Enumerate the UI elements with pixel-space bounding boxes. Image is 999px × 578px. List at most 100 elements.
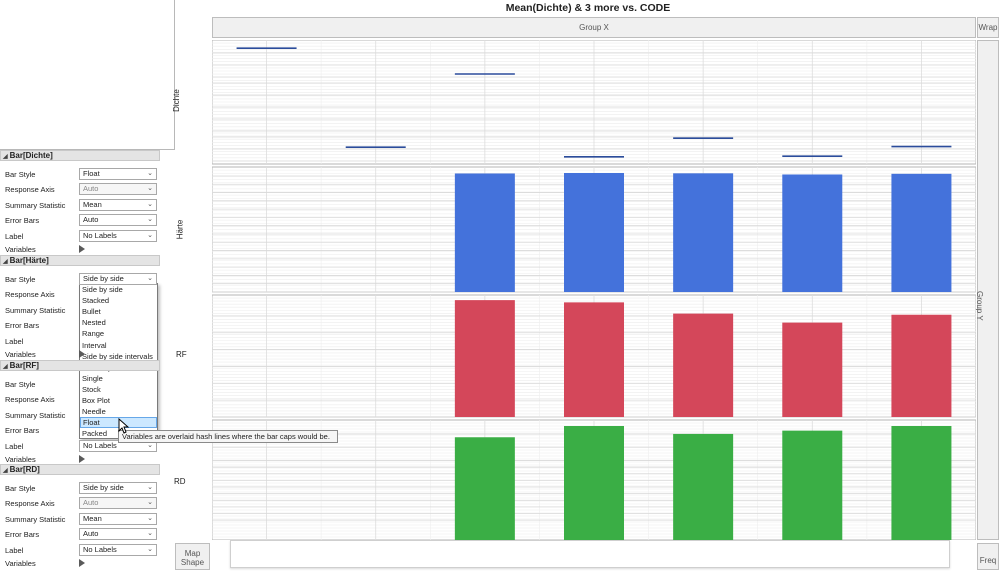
select-value: Float: [83, 169, 100, 178]
bar: [673, 173, 734, 292]
dropdown-option[interactable]: Box Plot: [82, 396, 110, 405]
label-select[interactable]: No Labels ⌄: [79, 230, 157, 242]
select-value: No Labels: [83, 545, 117, 554]
chevron-down-icon: ⌄: [147, 170, 153, 177]
y-axis-label-haerte: Härte: [175, 219, 185, 240]
chevron-down-icon: ⌄: [147, 185, 153, 192]
dropdown-option[interactable]: Side by side intervals: [82, 351, 153, 361]
chevron-down-icon: ⌄: [147, 275, 153, 282]
property-label: Error Bars: [5, 426, 40, 435]
bar: [564, 425, 624, 540]
label-select[interactable]: No Labels ⌄: [79, 440, 157, 452]
bar: [454, 173, 515, 292]
group-y-label: Group Y: [975, 291, 984, 321]
section-title: Bar[Härte]: [9, 256, 49, 265]
property-label: Label: [5, 442, 24, 451]
y-axis-label-dichte: Dichte: [171, 89, 181, 112]
property-label: Variables: [5, 455, 36, 464]
bar: [891, 425, 952, 540]
section-header-4[interactable]: ◢ Bar[RD]: [0, 464, 160, 475]
chevron-down-icon: ⌄: [147, 484, 153, 491]
select-value: Mean: [83, 200, 102, 209]
select-value: Auto: [83, 498, 99, 507]
property-label: Response Axis: [5, 395, 55, 404]
collapse-triangle-icon[interactable]: ◢: [3, 154, 8, 160]
mouse-cursor-icon: [118, 418, 130, 434]
variables-expand-icon[interactable]: [79, 559, 85, 567]
response-axis-select[interactable]: Auto ⌄: [79, 183, 157, 195]
dropdown-option[interactable]: Interval: [82, 340, 107, 350]
map-shape-drop-zone[interactable]: Map Shape: [175, 543, 210, 570]
collapse-triangle-icon[interactable]: ◢: [3, 364, 8, 370]
bar: [454, 437, 515, 540]
collapse-triangle-icon[interactable]: ◢: [3, 259, 8, 265]
error-bars-select[interactable]: Auto ⌄: [79, 214, 157, 226]
dropdown-option[interactable]: Side by side: [82, 285, 123, 294]
chevron-down-icon: ⌄: [147, 442, 153, 449]
chevron-down-icon: ⌄: [147, 232, 153, 239]
dropdown-option[interactable]: Bullet: [82, 307, 101, 317]
bar: [564, 172, 624, 292]
variables-expand-icon[interactable]: [79, 245, 85, 253]
summary-statistic-select[interactable]: Mean ⌄: [79, 513, 157, 525]
section-header-2[interactable]: ◢ Bar[Härte]: [0, 255, 160, 266]
dropdown-option[interactable]: Nested: [82, 318, 106, 328]
dropdown-option[interactable]: Range: [82, 329, 105, 339]
section-header-1[interactable]: ◢ Bar[Dichte]: [0, 150, 160, 161]
select-value: No Labels: [83, 441, 117, 450]
property-label: Variables: [5, 350, 36, 359]
dropdown-option[interactable]: Stacked: [82, 296, 110, 306]
bar: [782, 322, 843, 417]
bar: [564, 302, 624, 417]
property-label: Error Bars: [5, 321, 40, 330]
dropdown-option[interactable]: Packed: [82, 429, 108, 439]
select-value: Auto: [83, 184, 99, 193]
chevron-down-icon: ⌄: [147, 546, 153, 553]
chevron-down-icon: ⌄: [147, 515, 153, 522]
freq-drop-zone[interactable]: Freq: [977, 543, 999, 570]
property-label: Response Axis: [5, 290, 55, 299]
property-label: Error Bars: [5, 530, 40, 539]
property-label: Summary Statistic: [5, 515, 66, 524]
group-x-drop-zone[interactable]: Group X: [212, 17, 976, 38]
select-value: Side by side: [83, 274, 124, 283]
collapse-triangle-icon[interactable]: ◢: [3, 468, 8, 474]
summary-statistic-select[interactable]: Mean ⌄: [79, 199, 157, 211]
dropdown-option[interactable]: Needle: [82, 407, 106, 417]
property-label: Bar Style: [5, 484, 36, 493]
property-label: Variables: [5, 559, 36, 568]
bar: [891, 314, 952, 417]
select-value: Mean: [83, 514, 102, 523]
property-label: Summary Statistic: [5, 201, 66, 210]
dropdown-option[interactable]: Single: [82, 373, 103, 383]
variables-expand-icon[interactable]: [79, 350, 85, 358]
section-title: Bar[Dichte]: [9, 151, 53, 160]
bar: [673, 313, 734, 417]
variables-expand-icon[interactable]: [79, 455, 85, 463]
section-title: Bar[RD]: [9, 465, 40, 474]
property-label: Error Bars: [5, 216, 40, 225]
error-bars-select[interactable]: Auto ⌄: [79, 528, 157, 540]
wrap-drop-zone[interactable]: Wrap: [977, 17, 999, 38]
property-label: Summary Statistic: [5, 411, 66, 420]
bar-style-select[interactable]: Float ⌄: [79, 168, 157, 180]
dropdown-option[interactable]: Stock: [82, 384, 101, 394]
y-axis-label-rf: RF: [176, 350, 187, 359]
chart-plot-area: 1.2331.2351.2371.2381.2401.2421.2441.246…: [212, 40, 976, 540]
group-y-drop-zone[interactable]: Group Y: [975, 40, 999, 540]
bar-style-select[interactable]: Side by side ⌄: [79, 482, 157, 494]
response-axis-select[interactable]: Auto ⌄: [79, 497, 157, 509]
section-title: Bar[RF]: [9, 361, 39, 370]
property-label: Label: [5, 337, 24, 346]
chevron-down-icon: ⌄: [147, 530, 153, 537]
bar: [891, 173, 952, 292]
bar-style-select[interactable]: Side by side ⌄: [79, 273, 157, 285]
tooltip: Variables are overlaid hash lines where …: [118, 430, 338, 443]
x-axis-drop-zone[interactable]: [230, 540, 950, 568]
y-axis-label-rd: RD: [174, 477, 186, 486]
label-select[interactable]: No Labels ⌄: [79, 544, 157, 556]
chevron-down-icon: ⌄: [147, 499, 153, 506]
property-label: Response Axis: [5, 499, 55, 508]
section-header-3[interactable]: ◢ Bar[RF]: [0, 360, 160, 371]
select-value: No Labels: [83, 231, 117, 240]
